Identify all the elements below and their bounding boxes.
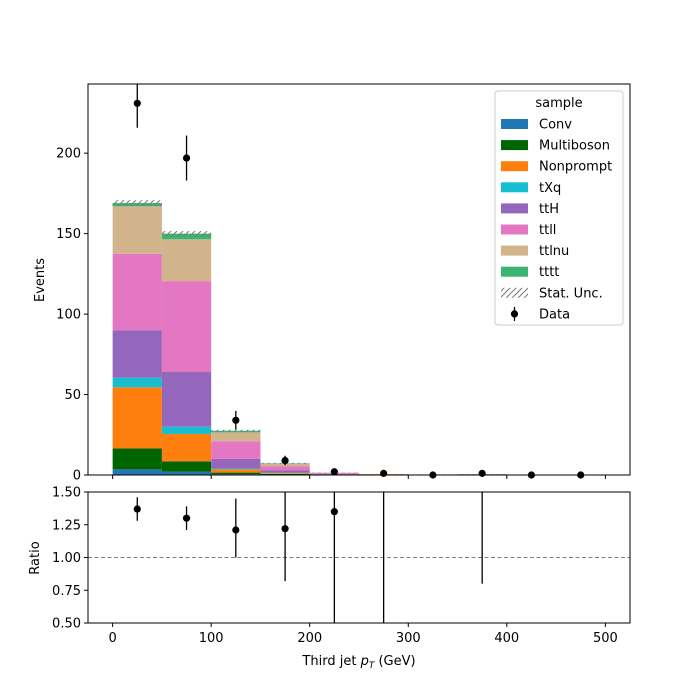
ratio-y-axis-label: Ratio — [28, 541, 43, 574]
data-point-0 — [133, 99, 141, 107]
main-y-tick-label-0: 0 — [73, 469, 81, 484]
legend-label-tttt: tttt — [539, 265, 559, 280]
ratio-y-tick-label-1: 0.75 — [52, 584, 81, 599]
ratio-point-3 — [281, 525, 289, 533]
ratio-y-tick-label-3: 1.25 — [52, 518, 81, 533]
legend-label-tth: ttH — [539, 202, 559, 217]
stat-unc-bin-2 — [211, 429, 261, 432]
ratio-x-tick-label-1: 100 — [199, 631, 224, 646]
stacked-bars — [112, 203, 507, 475]
legend-swatch-nonprompt — [501, 161, 528, 172]
data-point-4 — [330, 468, 338, 476]
ratio-point-4 — [330, 508, 338, 516]
bar-conv-bin-1 — [161, 471, 212, 475]
ratio-y-tick-label-0: 0.50 — [52, 617, 81, 632]
bar-multiboson-bin-1 — [161, 461, 212, 472]
bar-tth-bin-2 — [211, 458, 261, 469]
legend-swatch-tttt — [501, 266, 528, 277]
bar-ttll-bin-0 — [112, 253, 162, 331]
bar-nonprompt-bin-0 — [112, 387, 162, 449]
main-plot-frame — [87, 83, 631, 476]
x-axis-label-sub: T — [369, 661, 376, 671]
x-axis-label-unit: (GeV) — [374, 654, 415, 669]
x-axis-label: Third jet pT (GeV) — [301, 654, 415, 671]
bar-ttll-bin-1 — [161, 281, 212, 373]
stat-unc-bin-1 — [161, 231, 212, 237]
legend-label-nonprompt: Nonprompt — [539, 160, 612, 175]
bar-tth-bin-1 — [161, 372, 212, 427]
bar-nonprompt-bin-3 — [260, 473, 310, 474]
legend: sample Conv Multiboson Nonprompt tXq ttH ttll… — [494, 90, 624, 326]
main-y-tick-label-2: 100 — [56, 308, 81, 323]
stat-unc-bin-0 — [112, 200, 162, 206]
data-point-7 — [478, 469, 486, 477]
ratio-x-ticks: 0 100 200 300 400 500 — [108, 623, 618, 646]
legend-items: Conv Multiboson Nonprompt tXq ttH ttll ttlnu tt… — [501, 118, 612, 322]
bar-multiboson-bin-3 — [260, 473, 310, 475]
bar-nonprompt-bin-1 — [161, 433, 212, 462]
data-point-5 — [380, 469, 388, 477]
main-y-tick-label-4: 200 — [56, 147, 81, 162]
ratio-points — [133, 492, 483, 623]
legend-swatch-txq — [501, 182, 528, 193]
ratio-point-1 — [182, 514, 191, 522]
legend-label-multiboson: Multiboson — [539, 139, 610, 154]
main-y-ticks: 0 50 100 150 200 — [56, 147, 88, 484]
main-y-tick-label-1: 50 — [64, 388, 81, 403]
bar-txq-bin-0 — [112, 377, 162, 388]
data-point-2 — [232, 416, 240, 424]
legend-label-ttlnu: ttlnu — [539, 244, 569, 259]
bar-multiboson-bin-2 — [211, 472, 261, 475]
bar-nonprompt-bin-2 — [211, 469, 261, 473]
ratio-y-ticks: 0.50 0.75 1.00 1.25 1.50 — [52, 486, 88, 632]
legend-label-data: Data — [539, 307, 570, 322]
ratio-x-tick-label-5: 500 — [593, 631, 618, 646]
ratio-x-tick-label-2: 200 — [297, 631, 322, 646]
bar-tth-bin-3 — [260, 470, 310, 473]
bar-ttlnu-bin-0 — [112, 206, 162, 254]
bar-txq-bin-2 — [211, 468, 261, 470]
legend-title: sample — [535, 96, 582, 111]
ratio-x-tick-label-4: 400 — [494, 631, 519, 646]
ratio-point-0 — [133, 505, 141, 513]
legend-label-conv: Conv — [539, 118, 572, 133]
ratio-y-tick-label-4: 1.50 — [52, 486, 81, 501]
data-point-3 — [281, 456, 289, 465]
ratio-x-tick-label-3: 300 — [396, 631, 421, 646]
main-x-ticks — [112, 475, 606, 479]
ratio-y-tick-label-2: 1.00 — [52, 551, 81, 566]
bar-tth-bin-0 — [112, 330, 162, 378]
legend-data-marker — [510, 310, 519, 318]
bar-ttlnu-bin-1 — [161, 239, 212, 282]
main-y-tick-label-3: 150 — [56, 227, 81, 242]
legend-swatch-tth — [501, 203, 528, 214]
ratio-point-2 — [232, 526, 240, 534]
bar-txq-bin-1 — [161, 426, 212, 434]
bar-ttll-bin-3 — [260, 466, 310, 471]
legend-label-ttll: ttll — [539, 223, 556, 238]
data-point-1 — [182, 154, 191, 162]
x-axis-label-main: Third jet — [301, 654, 360, 669]
main-panel: 0 50 100 150 200 Events sample Conv Multiboso… — [33, 83, 631, 484]
legend-swatch-ttlnu — [501, 245, 528, 256]
legend-swatch-conv — [501, 119, 528, 129]
ratio-x-tick-label-0: 0 — [108, 631, 116, 646]
legend-label-stat-unc: Stat. Unc. — [539, 286, 603, 301]
bar-multiboson-bin-0 — [112, 448, 162, 470]
legend-swatch-stat-unc — [501, 287, 528, 298]
bar-ttll-bin-2 — [211, 441, 261, 459]
legend-swatch-ttll — [501, 224, 528, 235]
x-axis-label-math: p — [360, 654, 369, 669]
ratio-panel: 0 100 200 300 400 500 0.50 0.75 1.00 1.25 1.50 Ra… — [28, 486, 631, 671]
legend-label-txq: tXq — [539, 181, 561, 196]
legend-swatch-multiboson — [501, 140, 528, 151]
bar-tttt-bin-1 — [161, 233, 212, 240]
bar-ttlnu-bin-2 — [211, 432, 261, 442]
bar-conv-bin-0 — [112, 469, 162, 475]
main-y-axis-label: Events — [33, 258, 48, 302]
